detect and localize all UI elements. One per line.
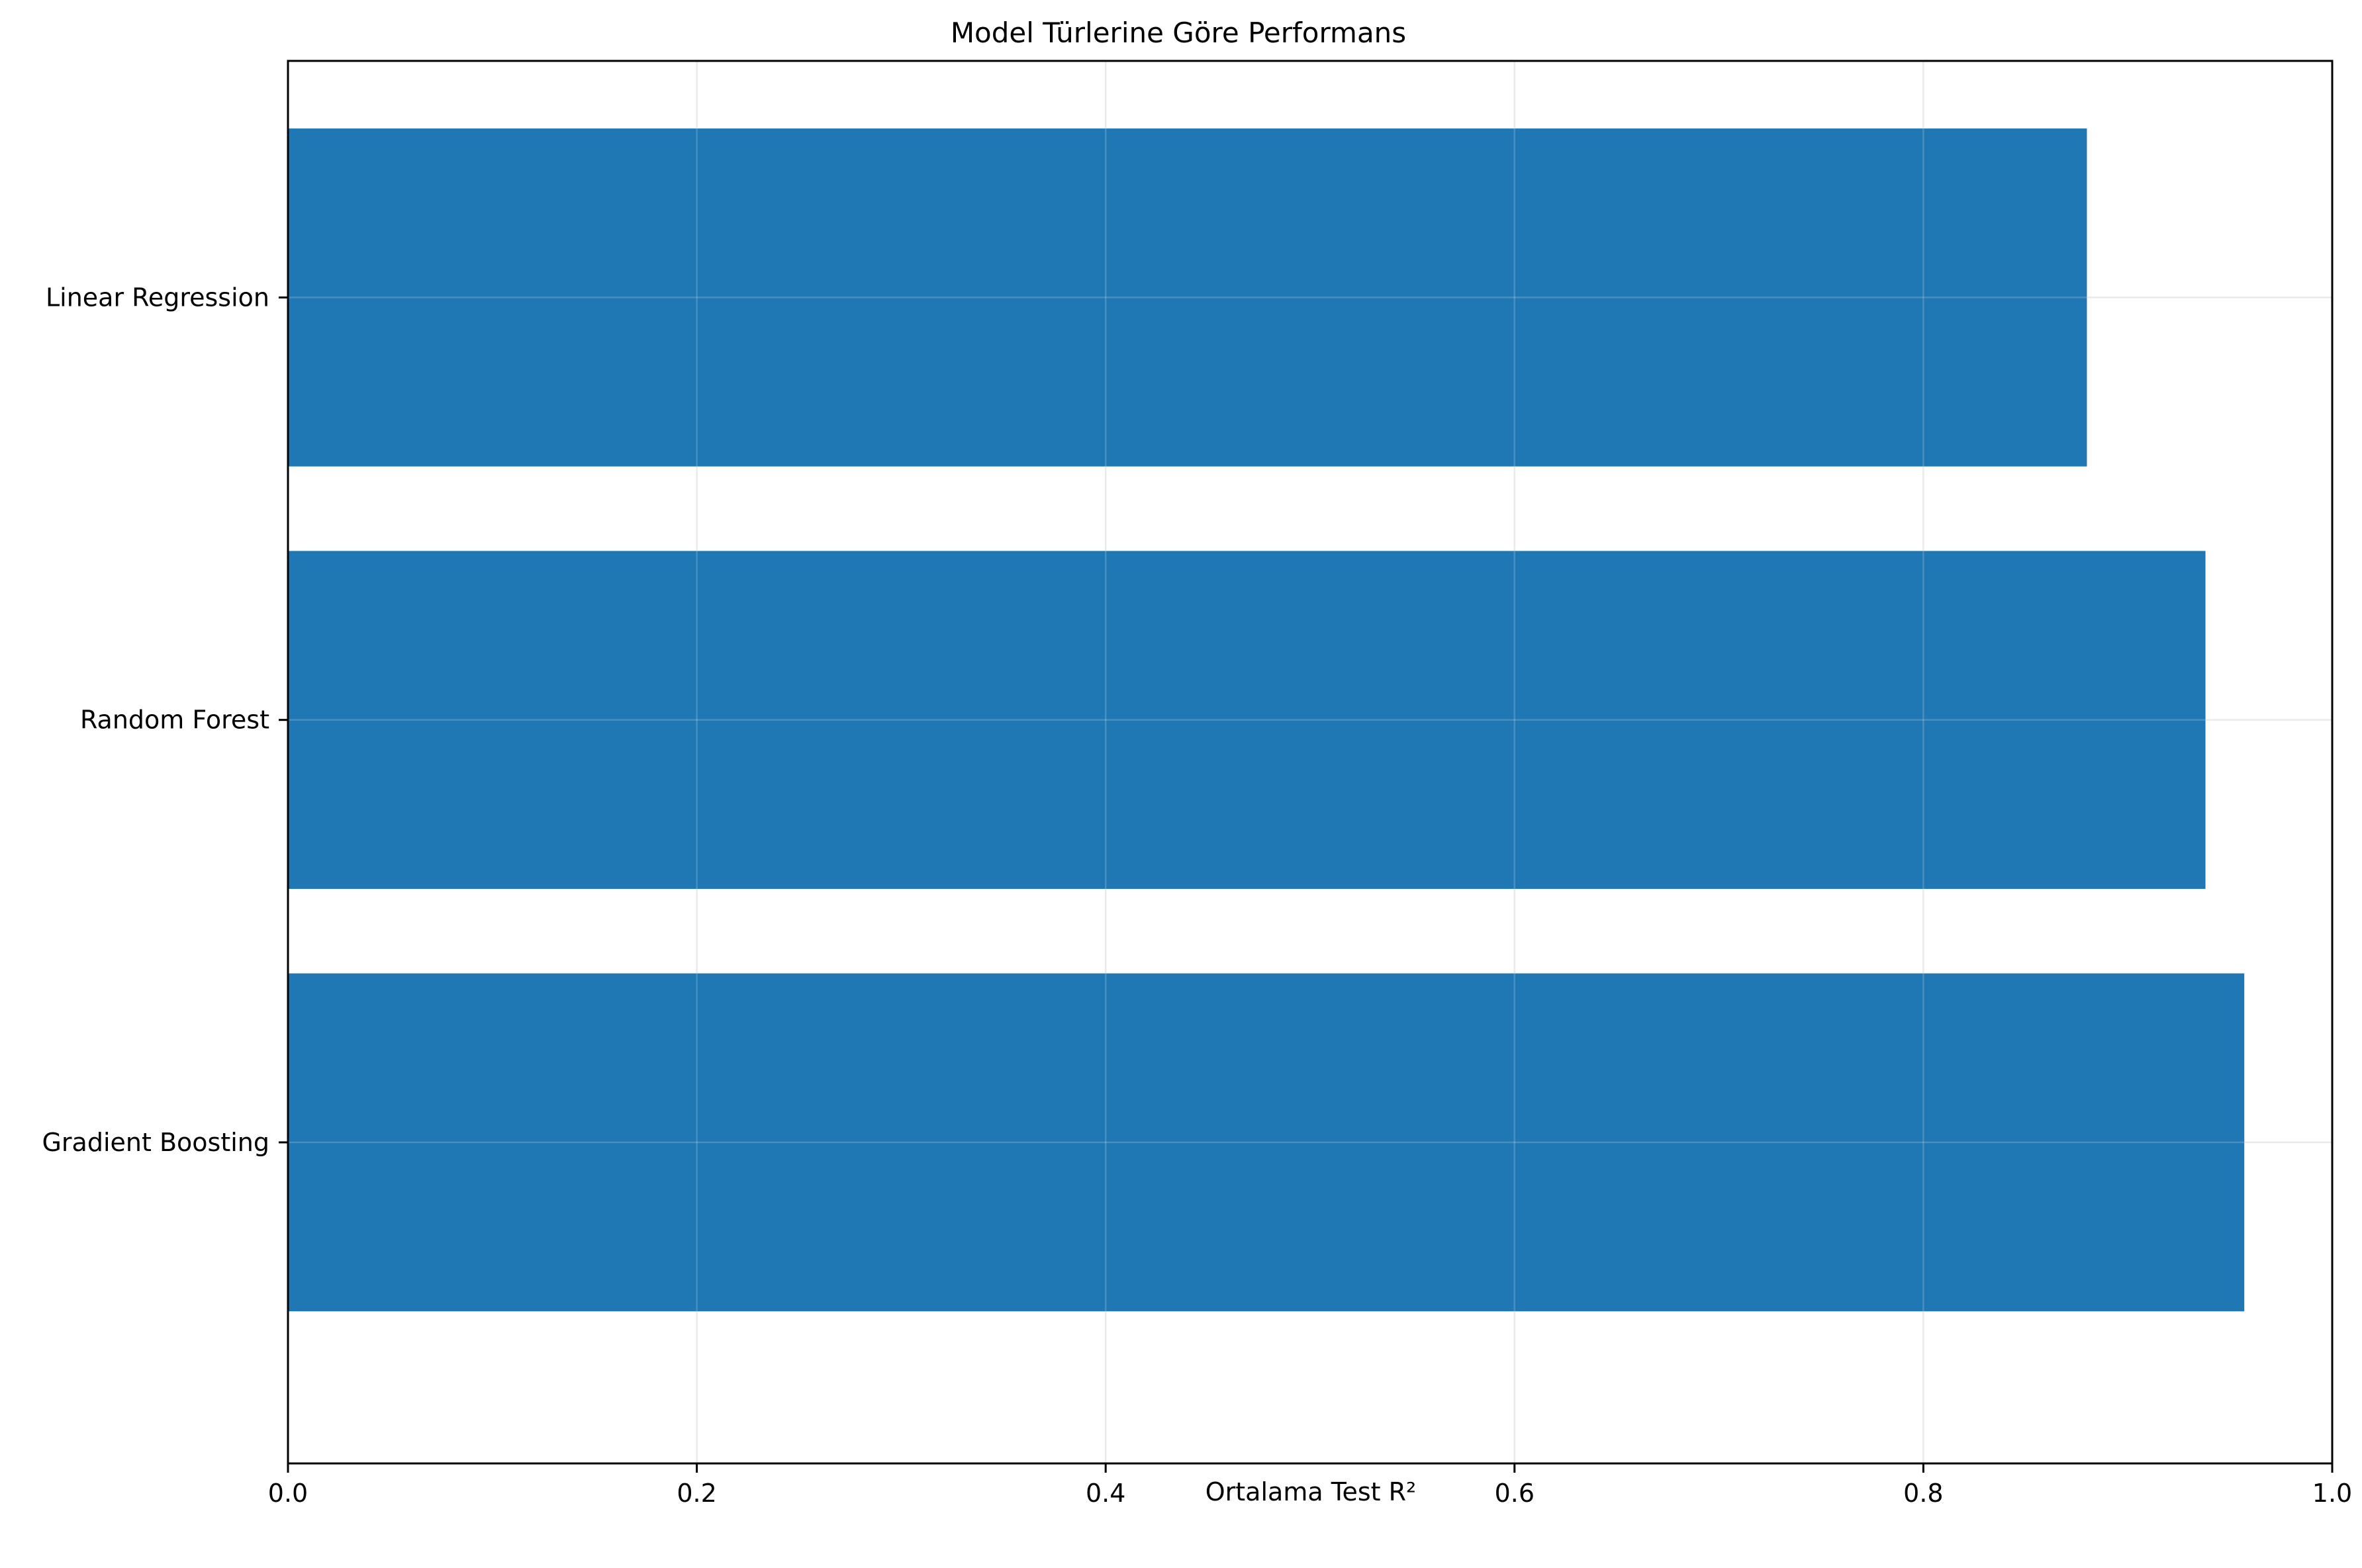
- x-tick-label: 0.2: [677, 1479, 716, 1508]
- bars: [288, 128, 2245, 1312]
- x-tick-label: 1.0: [2312, 1479, 2352, 1508]
- x-axis-ticks: 0.0 0.2 0.4 0.6 0.8 1.0: [268, 1463, 2352, 1508]
- x-tick-label: 0.4: [1086, 1479, 1125, 1508]
- bar-gradient-boosting: [288, 973, 2245, 1312]
- x-tick-label: 0.6: [1495, 1479, 1535, 1508]
- y-tick-label: Linear Regression: [46, 283, 269, 312]
- bar-random-forest: [288, 551, 2206, 889]
- x-axis-label: Ortalama Test R²: [1205, 1477, 1417, 1506]
- x-tick-label: 0.8: [1903, 1479, 1943, 1508]
- y-axis-ticks: Linear Regression Random Forest Gradient B…: [42, 283, 288, 1157]
- bar-linear-regression: [288, 128, 2087, 467]
- chart-title: Model Türlerine Göre Performans: [951, 17, 1406, 49]
- x-tick-label: 0.0: [268, 1479, 308, 1508]
- y-tick-label: Gradient Boosting: [42, 1128, 269, 1157]
- plot-frame: [287, 60, 2334, 1465]
- y-tick-label: Random Forest: [80, 706, 269, 735]
